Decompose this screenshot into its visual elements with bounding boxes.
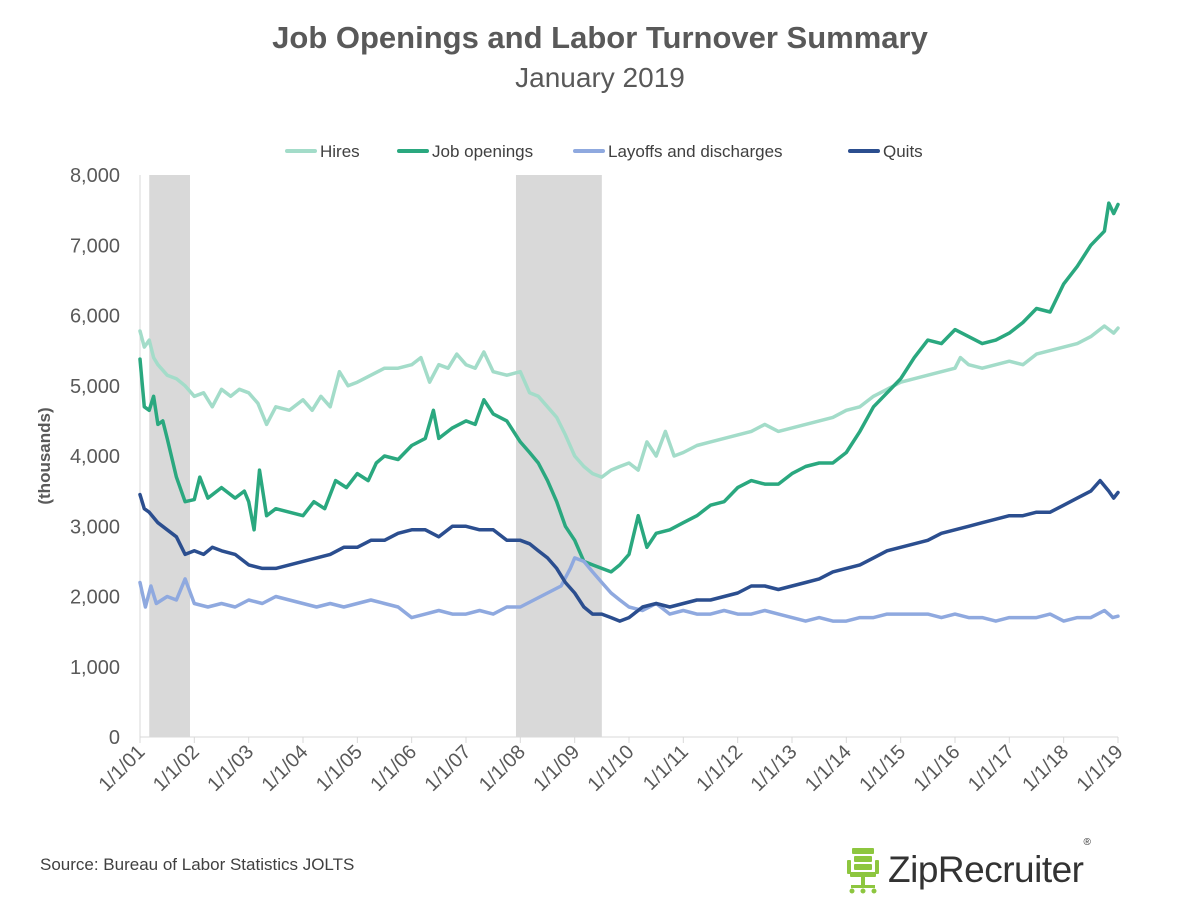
x-tick-label: 1/1/10 (584, 741, 639, 796)
source-note: Source: Bureau of Labor Statistics JOLTS (40, 855, 355, 874)
series-lines (138, 201, 1120, 623)
x-tick-label: 1/1/06 (366, 741, 421, 796)
y-tick-label: 3,000 (70, 516, 120, 538)
legend-label-quits: Quits (883, 142, 923, 161)
x-tick-label: 1/1/18 (1018, 741, 1073, 796)
x-tick-label: 1/1/05 (312, 741, 367, 796)
x-tick-label: 1/1/16 (910, 741, 965, 796)
x-tick-label: 1/1/17 (964, 741, 1019, 796)
x-tick-labels: 1/1/01 1/1/02 1/1/03 1/1/04 1/1/05 1/1/06 1/1/… (95, 737, 1128, 796)
legend-label-hires: Hires (320, 142, 360, 161)
registered-mark: ® (1083, 837, 1091, 848)
x-tick-label: 1/1/15 (855, 741, 910, 796)
recession-band-2 (515, 175, 602, 737)
x-tick-label: 1/1/03 (203, 741, 258, 796)
x-tick-label: 1/1/11 (639, 741, 693, 795)
y-tick-labels: 0 1,000 2,000 3,000 4,000 5,000 6,000 7,000 8,00… (70, 165, 120, 749)
x-tick-label: 1/1/09 (529, 741, 584, 796)
recession-bands (149, 175, 602, 737)
axes (139, 175, 1118, 738)
x-tick-label: 1/1/19 (1073, 741, 1128, 796)
x-tick-label: 1/1/07 (421, 741, 476, 796)
y-tick-label: 4,000 (70, 446, 120, 468)
brand-wordmark: ZipRecruiter (888, 849, 1084, 890)
series-line-job-openings (138, 201, 1120, 574)
y-tick-label: 8,000 (70, 165, 120, 187)
chair-icon (847, 848, 879, 894)
series-line-hires (138, 324, 1120, 479)
x-tick-label: 1/1/04 (258, 741, 313, 796)
chart-title: Job Openings and Labor Turnover Summary (272, 20, 928, 55)
chart-subtitle: January 2019 (515, 62, 685, 93)
y-tick-label: 7,000 (70, 235, 120, 257)
legend: Hires Job openings Layoffs and discharges Q… (285, 142, 923, 161)
x-tick-label: 1/1/13 (747, 741, 802, 796)
y-tick-label: 0 (109, 727, 120, 749)
legend-label-job-openings: Job openings (432, 142, 533, 161)
y-tick-label: 2,000 (70, 587, 120, 609)
x-tick-label: 1/1/14 (801, 741, 856, 796)
y-tick-label: 5,000 (70, 376, 120, 398)
x-tick-label: 1/1/02 (149, 741, 204, 796)
y-tick-label: 1,000 (70, 657, 120, 679)
y-axis-label: (thousands) (35, 407, 54, 504)
brand-name: ZipRecruiter® (888, 837, 1091, 891)
ziprecruiter-logo: ZipRecruiter® (846, 837, 1091, 900)
legend-label-layoffs-and-discharges: Layoffs and discharges (608, 142, 783, 161)
x-tick-label: 1/1/12 (692, 741, 747, 796)
series-line-quits (138, 478, 1120, 623)
y-tick-label: 6,000 (70, 306, 120, 328)
x-tick-label: 1/1/01 (95, 741, 150, 796)
series-line-layoffs-and-discharges (138, 556, 1120, 623)
x-tick-label: 1/1/08 (475, 741, 530, 796)
